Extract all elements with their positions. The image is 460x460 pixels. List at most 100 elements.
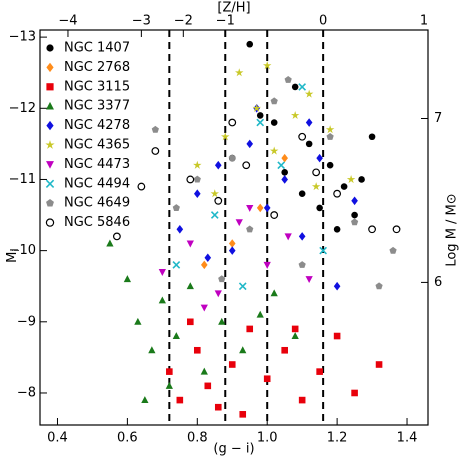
legend-label: NGC 4649 [64,196,130,211]
data-point [158,269,166,276]
data-point [305,140,313,148]
legend-marker [46,101,54,110]
y-tick-label: −9 [17,314,36,329]
y2-tick-label: 6 [434,275,442,290]
data-point [298,232,306,241]
data-point [193,160,202,169]
data-point [210,189,220,198]
data-point [281,175,288,184]
data-point [263,203,271,213]
data-point [326,132,334,140]
data-point [392,225,401,234]
legend-marker [45,140,55,149]
data-point [316,204,323,212]
data-point [298,132,307,141]
data-point [305,118,313,127]
legend-marker [46,44,54,52]
legend-label: NGC 3115 [64,79,130,94]
data-point [333,281,341,291]
y-axis-label-sub: i [12,249,22,252]
data-point [186,175,195,184]
legend-marker [46,199,54,207]
data-point [123,275,132,283]
data-point [187,318,194,326]
data-point [228,154,236,162]
data-point [200,304,208,312]
data-point [246,204,254,212]
data-point [148,346,156,354]
data-point [214,196,223,205]
x-axis-label: (g − i) [213,442,254,457]
data-point [172,260,181,269]
data-point [256,310,264,318]
legend-label: NGC 4365 [64,138,130,153]
data-point [311,182,321,191]
data-point [312,168,321,177]
data-point [228,246,236,255]
legend-label: NGC 4494 [64,176,130,191]
y2-axis-label-group: Log M / M⊙ [445,193,460,266]
data-point [218,317,226,325]
legend-marker [45,179,55,188]
x-tick-label: 0.4 [47,431,68,446]
x2-tick-label: −4 [58,14,77,29]
data-point [351,211,358,219]
data-point [228,361,236,368]
data-point [270,211,279,219]
data-point [291,83,299,91]
data-point [106,239,114,247]
legend-label: NGC 3377 [64,99,130,114]
data-point [228,118,237,127]
y-tick-label: −11 [9,172,36,187]
data-point [375,361,383,368]
data-point [316,368,323,375]
data-point [304,89,314,98]
data-point [298,261,306,268]
data-point [298,83,307,91]
data-point [210,211,219,219]
data-point [351,389,358,397]
data-point [246,40,254,48]
plot-frame [39,29,429,426]
data-point [246,139,254,149]
data-point [214,403,222,411]
x2-tick-label: −2 [174,14,193,29]
data-point [200,260,208,270]
data-point [113,232,121,241]
data-point [358,176,365,183]
data-point [290,110,300,120]
data-point [305,276,313,284]
legend-label: NGC 5846 [64,215,130,230]
data-point [298,190,306,197]
legend-label: NGC 4278 [64,118,130,133]
data-point [256,118,265,127]
x2-axis-label: [Z/H] [217,1,250,16]
data-point [368,225,376,234]
data-point [351,196,358,206]
data-point [186,282,194,290]
data-point [256,203,264,213]
data-point [134,317,142,325]
data-point [228,239,236,248]
data-point [316,153,323,163]
data-point [193,189,201,198]
data-point [284,233,292,241]
x2-tick-label: 0 [319,14,327,29]
y-tick-label: −10 [9,243,36,258]
data-point [291,325,299,333]
legend-label: NGC 2768 [64,60,130,75]
x-tick-label: 0.8 [187,431,208,446]
data-point [333,225,341,233]
data-point [333,332,341,340]
y-tick-label: −12 [9,101,36,116]
data-point [235,68,244,77]
data-point [176,396,184,404]
legend-marker [46,83,54,91]
data-point [319,246,328,255]
data-point [204,253,212,263]
data-point [151,125,159,133]
data-point [333,189,342,198]
data-point [350,218,359,226]
data-point [141,396,149,404]
